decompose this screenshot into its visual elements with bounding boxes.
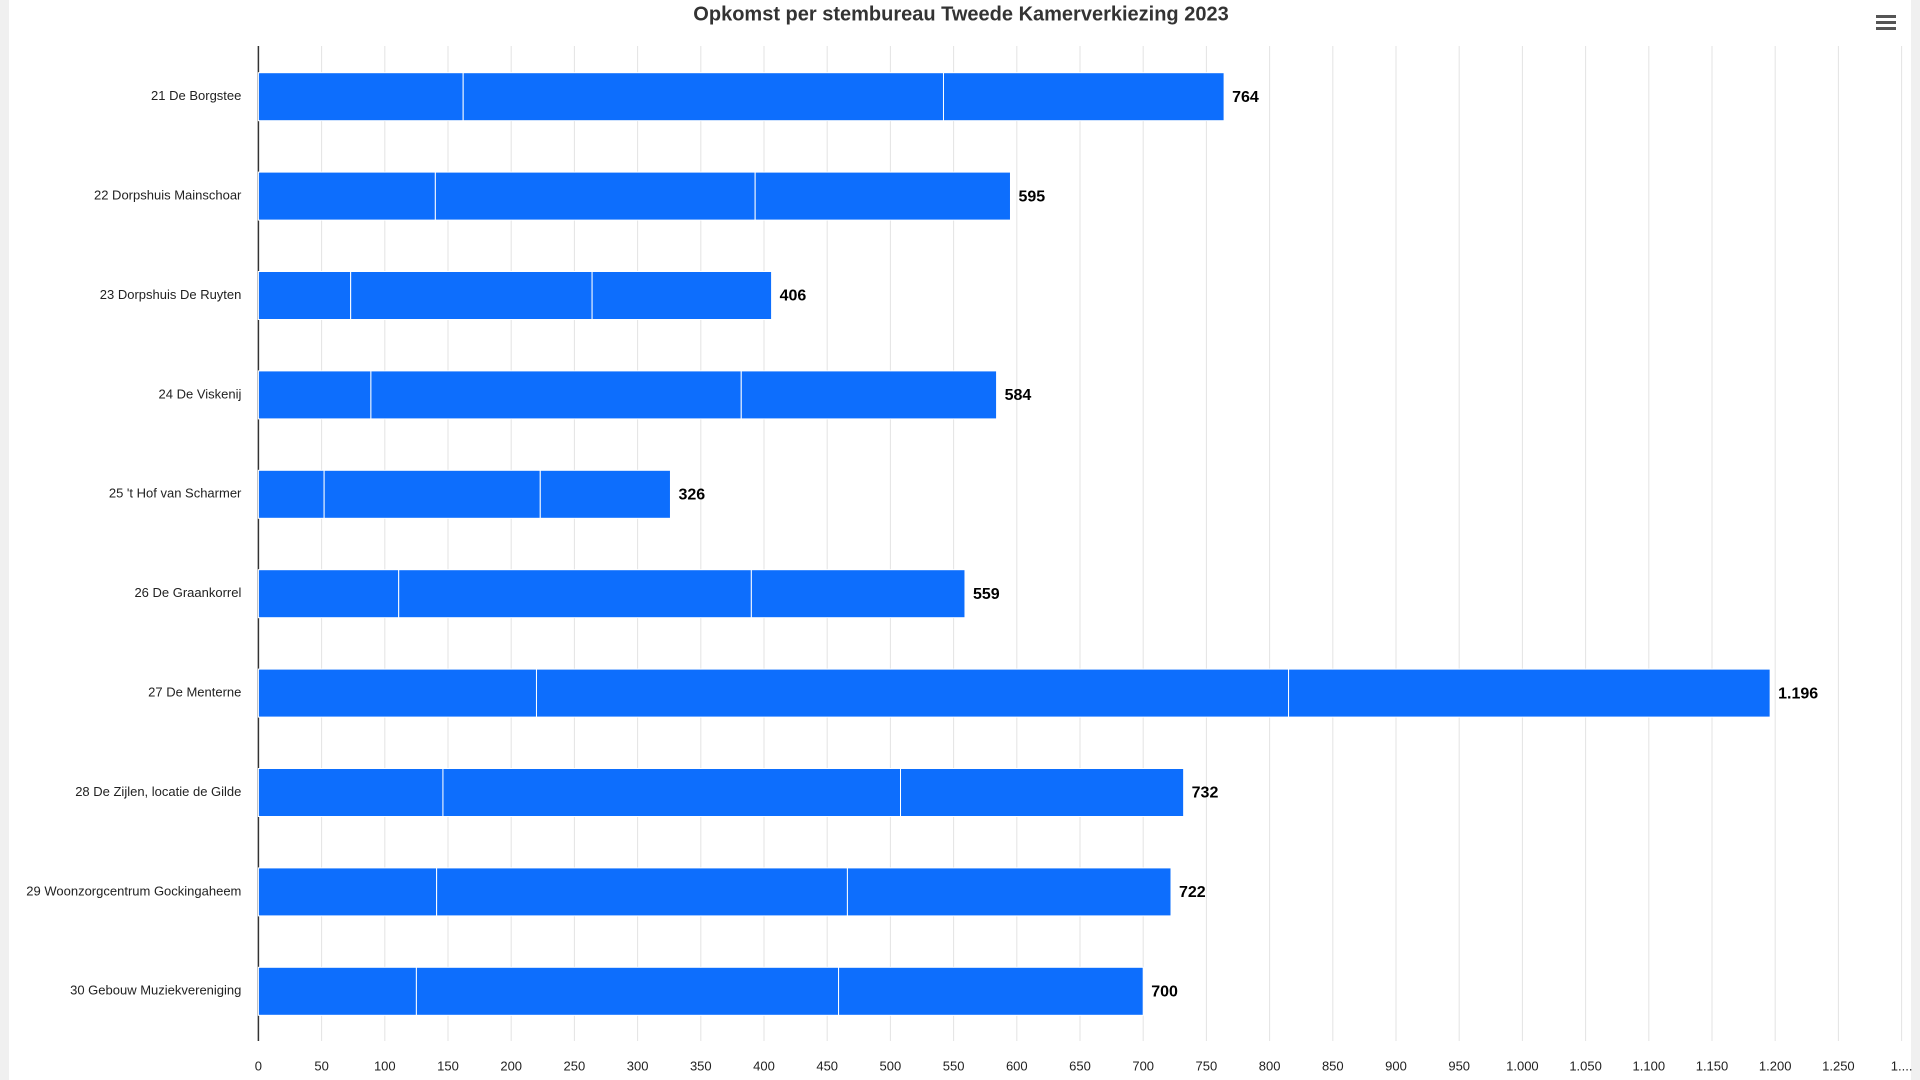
x-tick-label: 750 (1196, 1058, 1218, 1073)
x-tick-label: 450 (816, 1058, 838, 1073)
bar-segment (350, 271, 593, 320)
y-tick-label: 26 De Graankorrel (134, 585, 241, 600)
bar-segment (257, 72, 464, 122)
data-label: 406 (780, 288, 807, 305)
bar-segment (257, 966, 417, 1016)
x-tick-label: 850 (1322, 1058, 1344, 1073)
x-tick-label: 0 (255, 1058, 262, 1073)
data-label: 722 (1179, 884, 1206, 901)
y-tick-label: 22 Dorpshuis Mainschoar (94, 188, 242, 203)
bar-segment (370, 370, 742, 420)
y-tick-label: 24 De Viskenij (159, 386, 242, 401)
data-label: 1.196 (1778, 685, 1818, 702)
data-label: 559 (973, 586, 1000, 603)
x-tick-label: 900 (1385, 1058, 1407, 1073)
bar-segment (740, 370, 998, 420)
y-tick-label: 25 't Hof van Scharmer (109, 486, 242, 501)
x-tick-label: 1.250 (1822, 1058, 1855, 1073)
x-tick-label: 1.100 (1633, 1058, 1666, 1073)
data-label: 595 (1018, 188, 1045, 205)
data-label: 584 (1005, 387, 1032, 404)
data-label: 326 (678, 487, 705, 504)
bar-segment (323, 469, 541, 519)
bar-segment (257, 171, 436, 221)
y-tick-label: 29 Woonzorgcentrum Gockingaheem (26, 883, 241, 898)
x-tick-label: 350 (690, 1058, 712, 1073)
bar-segment (257, 370, 372, 420)
bar-segment (442, 768, 902, 817)
x-tick-label: 500 (880, 1058, 902, 1073)
x-tick-label: 700 (1132, 1058, 1154, 1073)
menu-button[interactable] (1876, 15, 1896, 30)
bar-segment (942, 72, 1225, 122)
bar-segment (754, 171, 1011, 221)
bar-segment (434, 171, 756, 221)
bar-segment (257, 271, 352, 320)
y-tick-label: 27 De Menterne (148, 685, 241, 700)
x-tick-label: 250 (564, 1058, 586, 1073)
y-tick-label: 30 Gebouw Muziekvereniging (70, 983, 241, 998)
bar-segment (257, 768, 444, 817)
bar-segment (415, 966, 840, 1016)
bar-segment (462, 72, 944, 122)
y-tick-label: 21 De Borgstee (151, 88, 241, 103)
x-tick-label: 600 (1006, 1058, 1028, 1073)
bar-segment (257, 867, 438, 917)
x-tick-label: 950 (1448, 1058, 1470, 1073)
x-tick-label: 650 (1069, 1058, 1091, 1073)
right-edge (1911, 0, 1920, 1080)
x-tick-label: 50 (314, 1058, 328, 1073)
x-tick-label: 1.050 (1569, 1058, 1602, 1073)
x-tick-label: 550 (943, 1058, 965, 1073)
x-tick-label: 1.150 (1696, 1058, 1729, 1073)
x-tick-label: 1.... (1891, 1058, 1913, 1073)
left-edge (0, 0, 9, 1080)
data-label: 732 (1192, 785, 1219, 802)
bar-segment (539, 469, 671, 519)
bar-segment (257, 569, 400, 619)
data-label: 700 (1151, 984, 1178, 1001)
bar-segment (900, 768, 1185, 817)
bar-segment (436, 867, 848, 917)
chart-title: Opkomst per stembureau Tweede Kamerverki… (693, 3, 1228, 25)
x-tick-label: 1.200 (1759, 1058, 1792, 1073)
bar-segment (535, 668, 1290, 718)
x-tick-label: 300 (627, 1058, 649, 1073)
bar-segment (1288, 668, 1771, 718)
bar-segment (846, 867, 1172, 917)
y-tick-label: 23 Dorpshuis De Ruyten (100, 287, 242, 302)
bar-segment (591, 271, 773, 320)
bar-segment (750, 569, 966, 619)
x-tick-label: 200 (500, 1058, 522, 1073)
bar-segment (257, 469, 325, 519)
x-tick-label: 100 (374, 1058, 396, 1073)
x-tick-label: 800 (1259, 1058, 1281, 1073)
bar-segment (838, 966, 1144, 1016)
bar-segment (398, 569, 752, 619)
x-tick-label: 1.000 (1506, 1058, 1539, 1073)
x-tick-label: 400 (753, 1058, 775, 1073)
y-tick-label: 28 De Zijlen, locatie de Gilde (75, 784, 241, 799)
data-label: 764 (1232, 89, 1259, 106)
x-tick-label: 150 (437, 1058, 459, 1073)
bar-segment (257, 668, 537, 718)
